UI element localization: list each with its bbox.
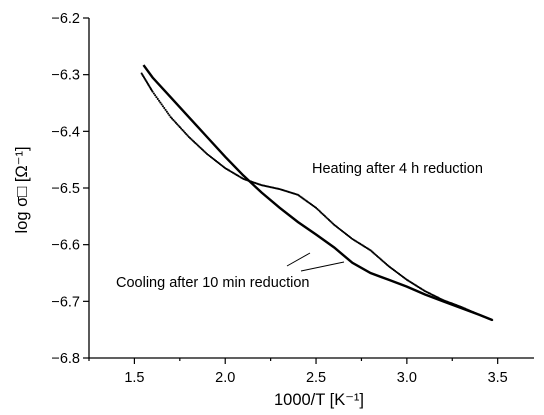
heating-data-point [182, 130, 185, 133]
heating-label-leader [286, 252, 311, 267]
heating-data-point [160, 103, 163, 106]
y-tick-label: −6.2 [51, 11, 80, 27]
heating-data-point [177, 124, 180, 127]
heating-data-point [180, 127, 183, 130]
y-tick-label: −6.3 [51, 68, 80, 84]
heating-data-point [172, 118, 175, 122]
heating-data-point [174, 121, 177, 124]
x-tick-label: 1.5 [124, 370, 144, 386]
x-axis-label: 1000/T [K⁻¹] [274, 391, 364, 409]
y-axis-ticks: −6.2 −6.3 −6.4 −6.5 −6.6 −6.7 −6.8 [51, 11, 89, 367]
heating-data-point [170, 117, 174, 120]
series-label-heating: Heating after 4 h reduction [312, 161, 483, 177]
heating-data-point [159, 101, 162, 104]
x-axis-ticks: 1.5 2.0 2.5 3.0 3.5 [88, 358, 508, 386]
heating-data-point [169, 116, 172, 119]
x-tick-label: 3.0 [397, 370, 417, 386]
y-axis-label: log σ□ [Ω⁻¹] [13, 146, 31, 233]
y-tick-label: −6.4 [51, 124, 80, 140]
heating-data-point [167, 112, 170, 115]
series-cooling-line [142, 64, 493, 322]
y-tick-label: −6.7 [51, 294, 80, 310]
heating-data-point [183, 131, 187, 134]
x-tick-label: 2.0 [215, 370, 235, 386]
heating-data-point [176, 123, 179, 126]
heating-data-point [155, 96, 158, 99]
series-layer [140, 64, 494, 322]
x-tick-label: 3.5 [488, 370, 508, 386]
heating-data-point [168, 114, 171, 117]
heating-data-point [163, 107, 166, 110]
heating-data-point [173, 120, 176, 123]
heating-data-point [161, 105, 164, 108]
heating-data-point [151, 90, 154, 93]
heating-data-point [185, 133, 188, 136]
heating-data-point [165, 110, 168, 113]
series-label-cooling: Cooling after 10 min reduction [116, 275, 309, 291]
heating-data-point [152, 92, 155, 95]
heating-data-point [158, 99, 161, 102]
heating-data-point [178, 126, 181, 129]
heating-data-point [156, 97, 159, 100]
axis-frame [88, 18, 534, 359]
x-tick-label: 2.5 [306, 370, 326, 386]
heating-data-point [154, 94, 157, 97]
heating-data-point [181, 128, 184, 131]
y-tick-label: −6.6 [51, 238, 80, 254]
cooling-label-leader [300, 261, 345, 272]
heating-data-point [164, 108, 167, 111]
y-tick-label: −6.8 [51, 351, 80, 367]
y-tick-label: −6.5 [51, 181, 80, 197]
plot-axes [88, 18, 534, 359]
heating-data-point [186, 134, 189, 137]
